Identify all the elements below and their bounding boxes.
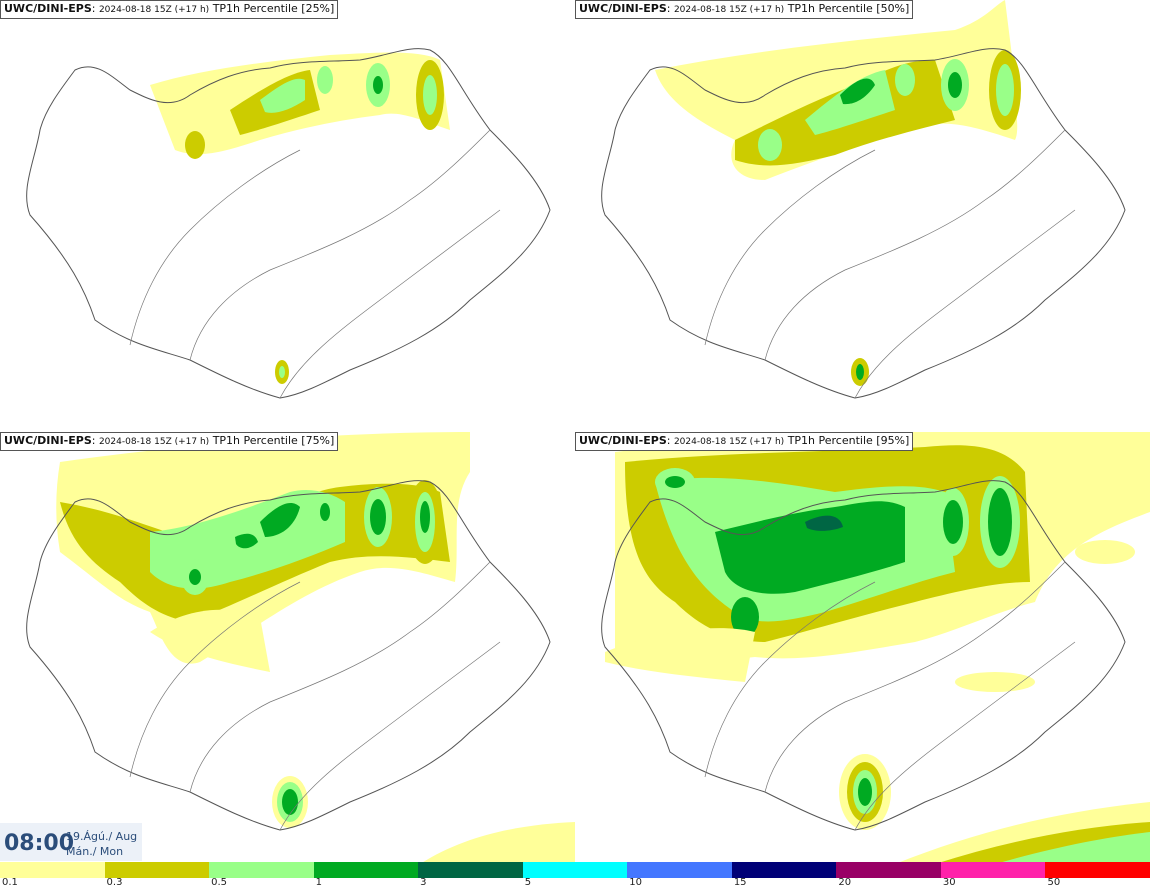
roads [704, 129, 1076, 399]
precip-map [26, 432, 575, 864]
legend-swatch [104, 862, 210, 878]
precip-contours [150, 52, 450, 384]
valid-time-box: 08:00 19.Ágú./ Aug Mán./ Mon [0, 823, 142, 861]
legend-swatch [627, 862, 732, 878]
panel-source: UWC/DINI-EPS [579, 434, 667, 447]
valid-date-line2: Mán./ Mon [66, 845, 124, 858]
panel-meta: 2024-08-18 15Z (+17 h) [673, 437, 785, 447]
roads [129, 129, 501, 399]
panel-label: TP1h Percentile [95%] [787, 434, 910, 447]
legend-tick-label: 0.1 [2, 877, 18, 888]
precip-map [601, 432, 1150, 864]
precip-map [26, 48, 551, 399]
legend-tick-label: 15 [733, 877, 747, 888]
precip-contours [56, 432, 575, 864]
panel-title: UWC/DINI-EPS: 2024-08-18 15Z (+17 h) TP1… [0, 0, 339, 19]
map-panel-p25: UWC/DINI-EPS: 2024-08-18 15Z (+17 h) TP1… [0, 0, 575, 432]
valid-date-line1: 19.Ágú./ Aug [66, 830, 138, 843]
panel-source: UWC/DINI-EPS [4, 434, 92, 447]
precip-map [601, 0, 1126, 399]
legend-swatch [313, 862, 419, 878]
legend-tick-label: 0.3 [106, 877, 123, 888]
legend-tick-label: 10 [629, 877, 642, 888]
panel-meta: 2024-08-18 15Z (+17 h) [98, 437, 210, 447]
legend-swatch [836, 862, 941, 878]
legend-swatch [940, 862, 1046, 878]
legend-swatch [209, 862, 314, 878]
iceland-coastline [26, 480, 551, 831]
panel-title: UWC/DINI-EPS: 2024-08-18 15Z (+17 h) TP1… [0, 432, 339, 451]
precip-contours [655, 0, 1021, 386]
panel-meta: 2024-08-18 15Z (+17 h) [98, 5, 210, 15]
map-panel-p50: UWC/DINI-EPS: 2024-08-18 15Z (+17 h) TP1… [575, 0, 1150, 432]
legend-swatch [522, 862, 628, 878]
legend-swatch [0, 862, 105, 878]
map-panel-p95: UWC/DINI-EPS: 2024-08-18 15Z (+17 h) TP1… [575, 432, 1150, 864]
panel-label: TP1h Percentile [25%] [212, 2, 335, 15]
roads [704, 561, 1076, 831]
precip-legend [0, 862, 1150, 878]
panel-source: UWC/DINI-EPS [4, 2, 92, 15]
legend-tick-label: 50 [1047, 877, 1061, 888]
valid-time: 08:00 [4, 831, 75, 856]
precip-contours [605, 432, 1150, 864]
panel-title: UWC/DINI-EPS: 2024-08-18 15Z (+17 h) TP1… [575, 432, 914, 451]
legend-tick-label: 3 [420, 877, 427, 888]
iceland-coastline [601, 48, 1126, 399]
legend-swatch [418, 862, 523, 878]
map-panel-p75: UWC/DINI-EPS: 2024-08-18 15Z (+17 h) TP1… [0, 432, 575, 864]
legend-tick-label: 20 [838, 877, 852, 888]
legend-swatch [1045, 862, 1150, 878]
legend-swatch [731, 862, 837, 878]
panel-label: TP1h Percentile [75%] [212, 434, 335, 447]
iceland-coastline [26, 48, 551, 399]
iceland-coastline [601, 480, 1126, 831]
panel-meta: 2024-08-18 15Z (+17 h) [673, 5, 785, 15]
legend-ticks: 0.1 0.3 0.5 1 3 5 10 15 20 30 50 [0, 877, 1150, 891]
panel-source: UWC/DINI-EPS [579, 2, 667, 15]
legend-tick-label: 0.5 [211, 877, 227, 888]
roads [129, 561, 501, 831]
legend-tick-label: 1 [315, 877, 322, 888]
legend-tick-label: 5 [524, 877, 532, 888]
panel-label: TP1h Percentile [50%] [787, 2, 910, 15]
panel-title: UWC/DINI-EPS: 2024-08-18 15Z (+17 h) TP1… [575, 0, 914, 19]
legend-tick-label: 30 [942, 877, 956, 888]
